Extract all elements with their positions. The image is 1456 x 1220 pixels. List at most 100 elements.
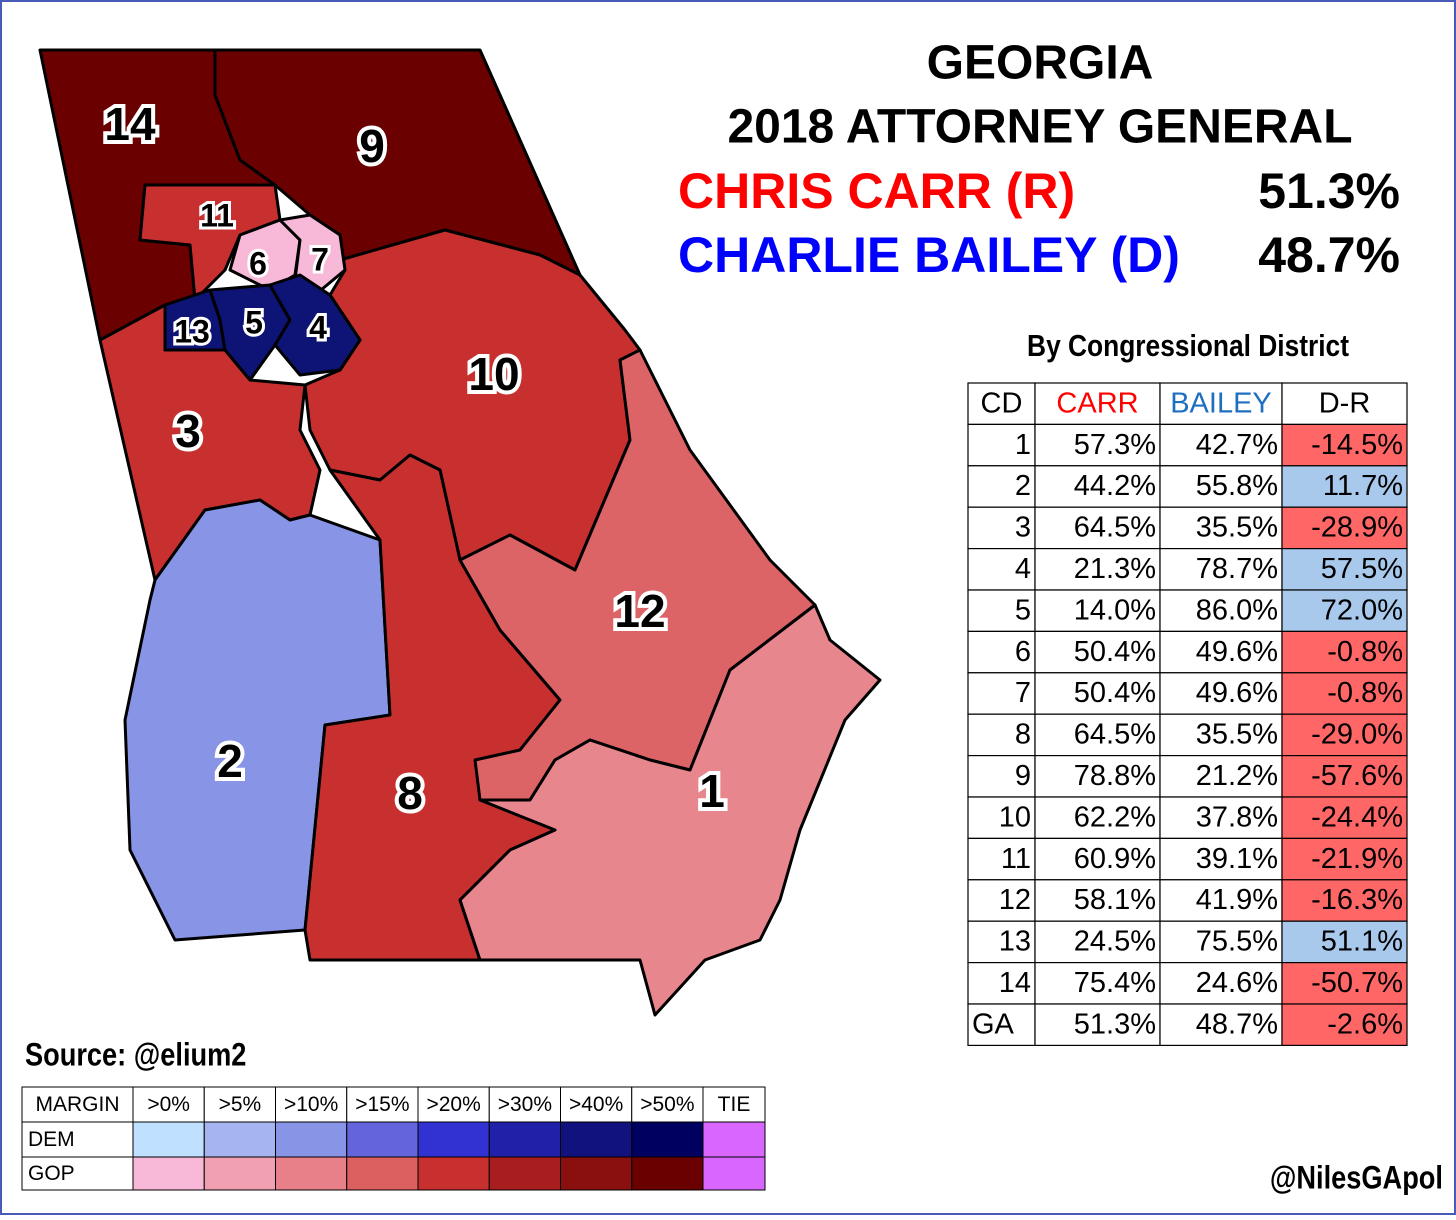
table-value: 39.1% bbox=[1196, 843, 1278, 875]
district-label: 13 bbox=[174, 313, 210, 349]
table-cell bbox=[1159, 506, 1283, 550]
table-value: 60.9% bbox=[1074, 843, 1156, 875]
table-cell bbox=[967, 754, 1036, 798]
table-value: 4 bbox=[1015, 553, 1031, 585]
district-label: 14 bbox=[104, 98, 156, 150]
table-cell bbox=[967, 920, 1036, 964]
table-value: 49.6% bbox=[1196, 636, 1278, 668]
table-value: 14.0% bbox=[1074, 594, 1156, 626]
legend-header: >30% bbox=[498, 1093, 552, 1116]
legend-header: >20% bbox=[426, 1093, 480, 1116]
table-cell bbox=[1034, 1003, 1161, 1047]
title: GEORGIA bbox=[927, 37, 1154, 90]
table-cell bbox=[1281, 879, 1408, 922]
table-cell bbox=[1281, 796, 1408, 840]
legend-swatch bbox=[132, 1121, 205, 1158]
table-value: 51.3% bbox=[1074, 1008, 1156, 1040]
table-value: 49.6% bbox=[1196, 677, 1278, 709]
table-value: 14 bbox=[999, 967, 1031, 999]
district-label: 7 bbox=[311, 241, 329, 277]
table-value: 72.0% bbox=[1321, 594, 1403, 626]
table-value: -16.3% bbox=[1311, 884, 1403, 916]
table-cell bbox=[967, 547, 1036, 591]
table-cell bbox=[1034, 920, 1161, 964]
table-header: CD bbox=[981, 387, 1023, 419]
table-value: -21.9% bbox=[1311, 843, 1403, 875]
table-cell bbox=[967, 1003, 1036, 1047]
legend-swatch bbox=[275, 1121, 348, 1158]
table-value: 24.5% bbox=[1074, 926, 1156, 958]
table-cell bbox=[1281, 920, 1408, 964]
table-value: 42.7% bbox=[1196, 429, 1278, 461]
district-4 bbox=[268, 273, 362, 377]
table-value: -14.5% bbox=[1311, 429, 1403, 461]
table-value: GA bbox=[972, 1008, 1015, 1040]
table-cell bbox=[1159, 630, 1283, 674]
legend-header: >40% bbox=[569, 1093, 623, 1116]
legend-header: >0% bbox=[147, 1093, 190, 1116]
table-cell bbox=[1159, 879, 1283, 922]
legend-header: >5% bbox=[219, 1093, 262, 1116]
candidate-name: CHRIS CARR (R) bbox=[678, 163, 1075, 219]
table-value: 41.9% bbox=[1196, 884, 1278, 916]
table-value: 24.6% bbox=[1196, 967, 1278, 999]
subtitle: 2018 ATTORNEY GENERAL bbox=[727, 101, 1352, 154]
table-value: 50.4% bbox=[1074, 677, 1156, 709]
table-value: 35.5% bbox=[1196, 719, 1278, 751]
table-cell bbox=[967, 796, 1036, 840]
table-cell bbox=[967, 465, 1036, 508]
legend-cell bbox=[702, 1086, 766, 1123]
district-label: 1 bbox=[699, 765, 725, 817]
legend-cell bbox=[21, 1156, 134, 1191]
table-value: 12 bbox=[999, 884, 1031, 916]
district-label: 8 bbox=[397, 767, 423, 819]
table-value: 75.5% bbox=[1196, 926, 1278, 958]
table-value: 44.2% bbox=[1074, 470, 1156, 502]
legend-header: TIE bbox=[718, 1093, 751, 1116]
table-cell bbox=[967, 879, 1036, 922]
table-value: 1 bbox=[1015, 429, 1031, 461]
table-value: -29.0% bbox=[1311, 719, 1403, 751]
table-cell bbox=[1159, 961, 1283, 1005]
legend-swatch bbox=[203, 1121, 276, 1158]
table-cell bbox=[967, 672, 1036, 715]
legend-swatch bbox=[488, 1121, 561, 1158]
legend-swatch bbox=[560, 1156, 633, 1191]
table-cell bbox=[1159, 837, 1283, 881]
table-value: 58.1% bbox=[1074, 884, 1156, 916]
table-value: -0.8% bbox=[1327, 636, 1403, 668]
table-cell bbox=[1281, 465, 1408, 508]
table-cell bbox=[1034, 423, 1161, 467]
table-value: 9 bbox=[1015, 760, 1031, 792]
legend-swatch bbox=[417, 1156, 490, 1191]
table-value: 35.5% bbox=[1196, 512, 1278, 544]
table-cell bbox=[1281, 506, 1408, 550]
table-value: -50.7% bbox=[1311, 967, 1403, 999]
table-cell bbox=[1281, 754, 1408, 798]
credit: @NilesGApol bbox=[1270, 1160, 1443, 1196]
district-label: 5 bbox=[245, 304, 263, 340]
table-cell bbox=[1281, 837, 1408, 881]
table-value: -2.6% bbox=[1327, 1008, 1403, 1040]
table-value: 5 bbox=[1015, 594, 1031, 626]
table-cell bbox=[967, 713, 1036, 757]
table-value: 2 bbox=[1015, 470, 1031, 502]
legend-swatch bbox=[346, 1156, 419, 1191]
district-label: 6 bbox=[249, 245, 267, 281]
table-cell bbox=[1159, 920, 1283, 964]
district-label: 12 bbox=[614, 585, 665, 637]
legend-cell bbox=[417, 1086, 490, 1123]
district-label: 10 bbox=[468, 348, 519, 400]
table-cell bbox=[1034, 796, 1161, 840]
table-value: 78.7% bbox=[1196, 553, 1278, 585]
table-cell bbox=[1034, 547, 1161, 591]
table-value: -57.6% bbox=[1311, 760, 1403, 792]
table-value: 48.7% bbox=[1196, 1008, 1278, 1040]
legend-row-label: DEM bbox=[28, 1128, 75, 1151]
table-value: -0.8% bbox=[1327, 677, 1403, 709]
table-value: 11 bbox=[1001, 843, 1031, 875]
legend-header: >50% bbox=[640, 1093, 694, 1116]
legend-swatch bbox=[560, 1121, 633, 1158]
legend-cell bbox=[631, 1086, 704, 1123]
